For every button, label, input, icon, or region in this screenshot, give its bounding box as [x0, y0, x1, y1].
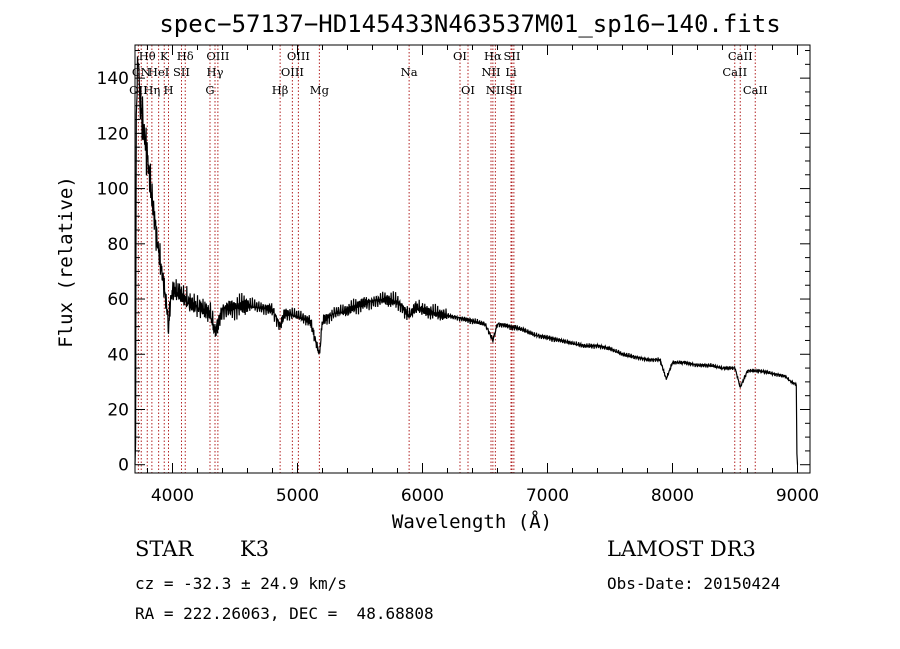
line-label-13: OIII	[281, 65, 304, 79]
line-label-6: H	[163, 83, 173, 97]
line-label-21: NII	[486, 83, 505, 97]
coordinates: RA = 222.26063, DEC = 48.68808	[135, 604, 434, 623]
line-label-2: Hθ	[139, 49, 156, 63]
line-label-3: Hη	[143, 83, 160, 97]
y-tick-label-3: 60	[107, 290, 129, 310]
line-label-26: CaII	[728, 49, 753, 63]
y-tick-label-4: 80	[107, 235, 129, 255]
y-tick-label-5: 100	[97, 180, 129, 200]
x-axis-ticks: 4000 5000 6000 7000 8000 9000	[147, 45, 819, 506]
line-label-11: OIII	[206, 49, 229, 63]
survey-name: LAMOST DR3	[607, 537, 756, 561]
y-tick-label-6: 120	[97, 124, 129, 144]
line-label-25: CaII	[722, 65, 747, 79]
spectral-line-labels: OIICNHθHηHeIKHSIIHδGHγOIIIHβOIIIOIIIMgNa…	[129, 49, 768, 97]
x-tick-label-4: 8000	[651, 486, 694, 506]
line-label-4: HeI	[148, 65, 169, 79]
line-label-12: Hβ	[272, 83, 289, 97]
line-label-24: SII	[505, 83, 522, 97]
line-label-5: K	[160, 49, 169, 63]
star-label: STAR	[135, 537, 194, 561]
y-tick-label-1: 20	[107, 400, 129, 420]
y-axis-label: Flux (relative)	[55, 176, 77, 348]
spectral-line-markers	[137, 45, 756, 473]
line-label-0: OII	[129, 83, 148, 97]
plot-frame	[134, 44, 811, 474]
line-label-19: NII	[481, 65, 500, 79]
line-label-15: Mg	[310, 83, 330, 97]
line-label-16: Na	[401, 65, 418, 79]
x-tick-label-2: 6000	[401, 486, 444, 506]
flux-series-line	[134, 56, 799, 465]
line-label-8: Hδ	[177, 49, 194, 63]
line-label-10: Hγ	[207, 65, 224, 79]
x-tick-label-0: 4000	[151, 486, 194, 506]
chart-title: spec−57137−HD145433N463537M01_sp16−140.f…	[159, 10, 780, 38]
line-label-14: OIII	[287, 49, 310, 63]
x-tick-label-5: 9000	[776, 486, 819, 506]
y-tick-label-2: 40	[107, 345, 129, 365]
redshift-cz: cz = -32.3 ± 24.9 km/s	[135, 574, 347, 593]
y-tick-label-7: 140	[97, 69, 129, 89]
y-axis-ticks: 0 20 40 60 80 100 120 140	[97, 50, 810, 476]
line-label-20: Hα	[484, 49, 502, 63]
line-label-27: CaII	[743, 83, 768, 97]
x-tick-label-3: 7000	[526, 486, 569, 506]
line-label-17: OI	[453, 49, 467, 63]
line-label-9: G	[205, 83, 214, 97]
x-tick-label-1: 5000	[276, 486, 319, 506]
line-label-18: OI	[461, 83, 475, 97]
y-tick-label-0: 0	[118, 456, 129, 476]
x-axis-label: Wavelength (Å)	[392, 510, 552, 533]
line-label-22: Li	[505, 65, 517, 79]
line-label-23: SII	[504, 49, 521, 63]
line-label-7: SII	[173, 65, 190, 79]
line-label-1: CN	[132, 65, 151, 79]
spectral-class: K3	[240, 537, 270, 561]
observation-date: Obs-Date: 20150424	[607, 574, 781, 593]
